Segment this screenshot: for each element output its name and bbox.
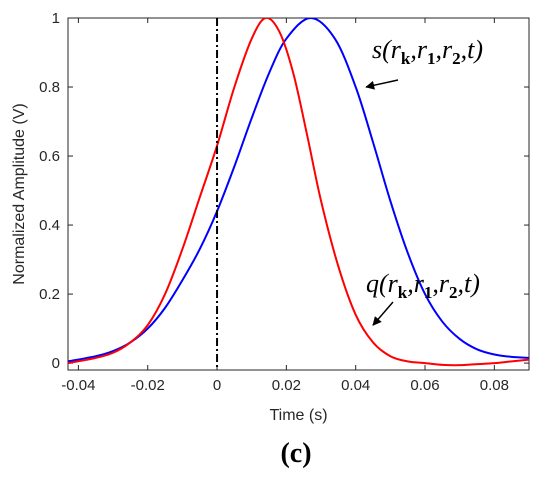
series-line-blue (68, 18, 529, 363)
panel-label: (c) (280, 438, 311, 469)
annotation-s-label: s(rk,r1,r2,t) (372, 35, 483, 68)
x-tick-label: 0.02 (272, 377, 301, 394)
x-tick-label: 0.08 (480, 377, 509, 394)
annotation-q-arrow (372, 301, 394, 326)
x-tick-label: 0.06 (410, 377, 439, 394)
plot-frame (67, 17, 530, 371)
x-tick-label: -0.04 (61, 377, 95, 394)
y-tick-label: 0.2 (39, 286, 60, 303)
x-tick-label: 0 (213, 377, 221, 394)
series-line-red (68, 18, 529, 367)
x-axis-label: Time (s) (269, 407, 327, 424)
x-tick-label: -0.02 (131, 377, 165, 394)
annotation-s-arrow (365, 79, 399, 90)
y-tick-label: 0.8 (39, 79, 60, 96)
annotation-q-label: q(rk,r1,r2,t) (366, 269, 480, 302)
y-tick-label: 0.4 (39, 217, 60, 234)
y-tick-label: 0.6 (39, 148, 60, 165)
y-axis-label: Normalized Amplitude (V) (11, 103, 28, 284)
plot-area: -0.04 -0.02 0 0.02 0.04 0.06 0.08 0 0.2 0.4 0.6 0.8… (39, 10, 530, 394)
x-tick-label: 0.04 (341, 377, 370, 394)
y-tick-label: 1 (52, 10, 60, 27)
y-tick-label: 0 (52, 355, 60, 372)
